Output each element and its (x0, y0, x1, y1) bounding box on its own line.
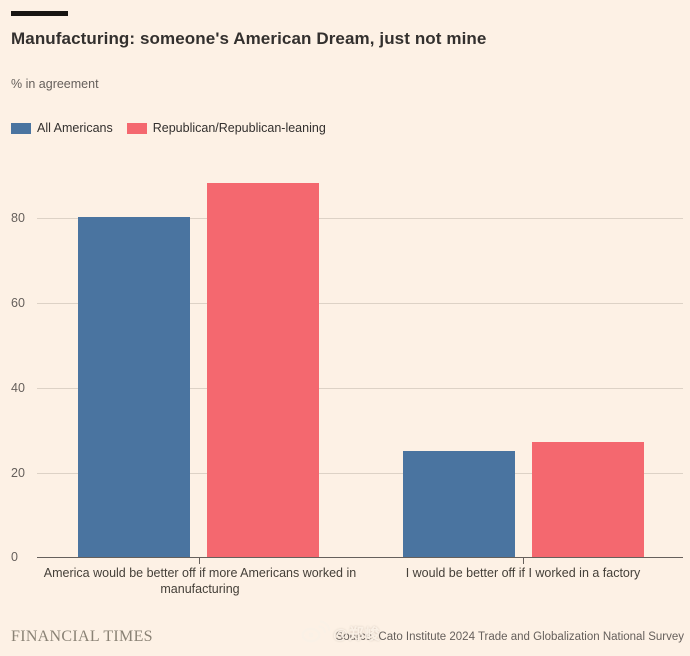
ft-accent-bar (11, 11, 68, 16)
legend-item-0: All Americans (11, 121, 113, 135)
bar-republican-republican-leaning-0 (207, 183, 319, 557)
ft-logo-text: FINANCIAL TIMES (11, 628, 153, 645)
ytick-label-0: 0 (11, 550, 18, 564)
bar-group-0 (78, 183, 319, 557)
legend-swatch-0 (11, 122, 31, 134)
x-axis-tick-0 (199, 558, 200, 564)
category-label-factory: I would be better off if I worked in a f… (405, 566, 641, 580)
bar-all-americans-0 (78, 217, 190, 557)
watermark-handle: @郑峻 (333, 626, 381, 643)
ytick-label-60: 60 (11, 296, 25, 311)
x-axis-labels: America would be better off if more Amer… (0, 565, 690, 601)
gridline-40 (37, 388, 683, 390)
category-label-manufacturing: America would be better off if more Amer… (43, 566, 357, 596)
legend-item-1: Republican/Republican-leaning (126, 121, 326, 135)
legend-swatch-1 (126, 122, 147, 134)
ytick-label-80: 80 (11, 211, 25, 226)
chart-title: Manufacturing: someone's American Dream,… (11, 29, 487, 48)
legend-label-0: All Americans (37, 121, 113, 135)
bar-group-1 (403, 442, 644, 557)
legend: All Americans Republican/Republican-leani… (11, 121, 326, 135)
watermark: @郑峻 (300, 618, 381, 649)
chart-subtitle: % in agreement (11, 77, 99, 91)
gridline-60 (37, 303, 683, 305)
bar-republican-republican-leaning-1 (532, 442, 644, 557)
legend-label-1: Republican/Republican-leaning (152, 121, 326, 135)
bar-all-americans-1 (403, 450, 515, 557)
ytick-label-20: 20 (11, 466, 25, 481)
source-credit: Source: Cato Institute 2024 Trade and Gl… (335, 631, 684, 643)
x-axis-line (37, 557, 683, 558)
x-axis-tick-1 (523, 558, 524, 564)
gridline-80 (37, 218, 683, 220)
plot-area: 0 20 40 60 80 (0, 165, 690, 564)
weibo-logo-icon (300, 618, 331, 649)
ytick-label-40: 40 (11, 381, 25, 396)
gridline-20 (37, 473, 683, 475)
